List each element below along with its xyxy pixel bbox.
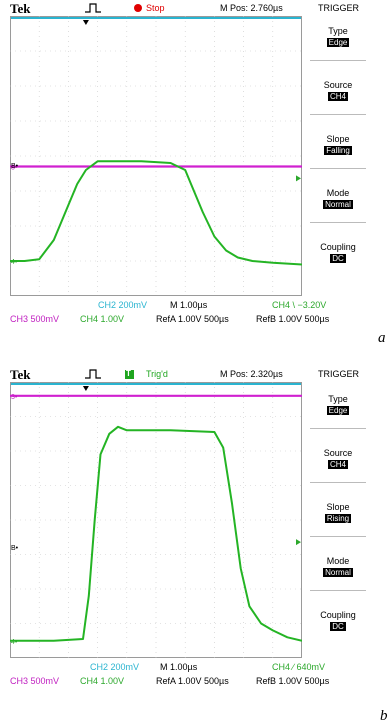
brand-logo: Tek	[10, 367, 31, 382]
menu-mode-button[interactable]: Mode Normal	[306, 556, 370, 577]
menu-type-value: Edge	[326, 38, 350, 47]
menu-type-label: Type	[328, 394, 348, 404]
panel-label-b: b	[380, 708, 388, 724]
stop-indicator-icon	[134, 4, 142, 12]
menu-type-button[interactable]: Type Edge	[306, 26, 370, 47]
trigger-level-icon	[296, 539, 301, 546]
ch4-ground-marker: 4•	[11, 639, 18, 646]
refa-scale: RefA 1.00V 500µs	[156, 676, 229, 686]
timebase: M 1.00µs	[170, 300, 208, 310]
panel-label-a: a	[378, 330, 386, 346]
menu-source-value: CH4	[327, 92, 348, 101]
menu-title: TRIGGER	[318, 369, 360, 379]
menu-source-button[interactable]: Source CH4	[306, 448, 370, 469]
menu-slope-button[interactable]: Slope Falling	[306, 134, 370, 155]
menu-mode-value: Normal	[323, 200, 353, 209]
menu-mode-label: Mode	[326, 556, 350, 566]
refb-scale: RefB 1.00V 500µs	[256, 314, 330, 324]
trigger-position-icon	[82, 386, 89, 391]
brand-logo: Tek	[10, 1, 31, 16]
waveform-display: 3• 4• B•	[10, 16, 302, 296]
acquisition-status: Stop	[146, 3, 165, 13]
menu-slope-value: Rising	[324, 514, 352, 523]
triggered-indicator-icon	[125, 369, 134, 379]
menu-coupling-button[interactable]: Coupling DC	[306, 610, 370, 631]
menu-source-value: CH4	[327, 460, 348, 469]
pulse-icon	[85, 3, 101, 13]
ch3-scale: CH3 500mV	[10, 676, 60, 686]
horizontal-position: M Pos: 2.320µs	[220, 369, 283, 379]
trigger-level-icon	[296, 175, 301, 182]
menu-type-button[interactable]: Type Edge	[306, 394, 370, 415]
ch2-scale: CH2 200mV	[98, 300, 148, 310]
waveform-display: 3• 4• B•	[10, 382, 302, 658]
refb-marker: B•	[11, 163, 19, 170]
menu-coupling-label: Coupling	[320, 610, 356, 620]
ch4-scale: CH4 1.00V	[80, 676, 125, 686]
menu-coupling-value: DC	[330, 254, 346, 263]
oscilloscope-capture-a: Tek Stop M Pos: 2.760µs TRIGGER 3• 4• B• T…	[0, 0, 372, 358]
ch3-ground-marker: 3•	[11, 165, 18, 172]
refa-scale: RefA 1.00V 500µs	[156, 314, 229, 324]
oscilloscope-capture-b: Tek Trig'd M Pos: 2.320µs TRIGGER 3• 4• B•…	[0, 366, 372, 720]
ch4-trace	[10, 425, 302, 642]
timebase: M 1.00µs	[160, 662, 198, 672]
pulse-icon	[85, 369, 101, 379]
waveform-graticule: 3• 4• B•	[10, 16, 302, 296]
menu-type-value: Edge	[326, 406, 350, 415]
menu-type-label: Type	[328, 26, 348, 36]
ch4-ground-marker: 4•	[11, 259, 18, 266]
menu-mode-value: Normal	[323, 568, 353, 577]
ch2-scale: CH2 200mV	[90, 662, 140, 672]
refb-marker: B•	[11, 545, 19, 552]
ch2-trace	[10, 382, 302, 385]
ch4-scale: CH4 1.00V	[80, 314, 125, 324]
menu-mode-label: Mode	[326, 188, 350, 198]
menu-coupling-value: DC	[330, 622, 346, 631]
ch4-trace	[10, 160, 302, 266]
menu-coupling-button[interactable]: Coupling DC	[306, 242, 370, 263]
ch2-trace	[10, 16, 302, 19]
menu-slope-label: Slope	[326, 502, 350, 512]
menu-coupling-label: Coupling	[320, 242, 356, 252]
menu-source-label: Source	[323, 80, 353, 90]
menu-source-button[interactable]: Source CH4	[306, 80, 370, 101]
menu-source-label: Source	[323, 448, 353, 458]
trigger-level: CH4 \ −3.20V	[272, 300, 327, 310]
menu-slope-button[interactable]: Slope Rising	[306, 502, 370, 523]
menu-slope-value: Falling	[324, 146, 352, 155]
waveform-graticule: 3• 4• B•	[10, 382, 302, 658]
scope-header: Tek Stop M Pos: 2.760µs TRIGGER	[0, 0, 372, 16]
trigger-level: CH4 ∕ 640mV	[272, 662, 326, 672]
refb-scale: RefB 1.00V 500µs	[256, 676, 330, 686]
ch3-scale: CH3 500mV	[10, 314, 60, 324]
ch3-ground-marker: 3•	[11, 394, 18, 401]
menu-mode-button[interactable]: Mode Normal	[306, 188, 370, 209]
trigger-position-icon	[82, 20, 89, 25]
horizontal-position: M Pos: 2.760µs	[220, 3, 283, 13]
menu-slope-label: Slope	[326, 134, 350, 144]
scope-header: Tek Trig'd M Pos: 2.320µs TRIGGER	[0, 366, 372, 382]
menu-title: TRIGGER	[318, 3, 360, 13]
acquisition-status: Trig'd	[146, 369, 168, 379]
